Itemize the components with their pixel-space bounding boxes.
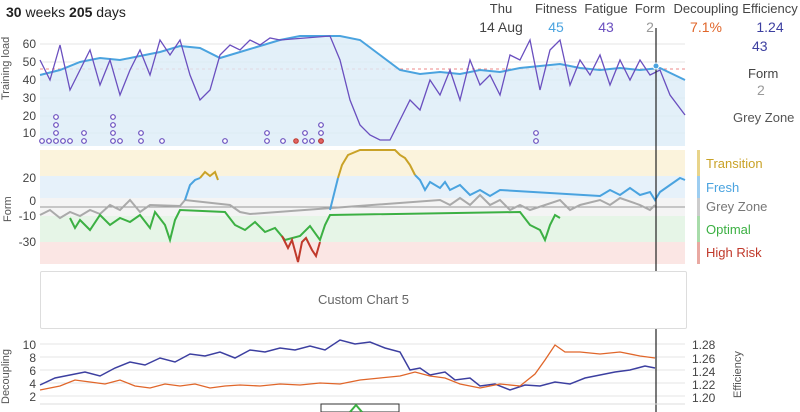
- efficiency-column: Efficiency 1.24: [740, 0, 800, 36]
- date-column: Thu 14 Aug: [472, 0, 530, 36]
- form-tick-minus30: -30: [18, 235, 36, 249]
- decoupling-column: Decoupling 7.1%: [668, 0, 744, 36]
- fatigue-line: [39, 35, 686, 141]
- fitness-value: 45: [548, 19, 564, 35]
- eff-tick-128: 1.28: [692, 338, 716, 352]
- fatigue-column: Fatigue 43: [582, 0, 630, 36]
- fitness-column: Fitness 45: [532, 0, 580, 36]
- legend-transition: Transition: [706, 156, 763, 171]
- eff-tick-120: 1.20: [692, 391, 716, 405]
- side-zone-label: Grey Zone: [733, 110, 795, 125]
- form-tick-minus10: -10: [18, 209, 36, 223]
- form-tick-0: 0: [29, 194, 36, 208]
- form-column: Form 2: [632, 0, 668, 36]
- form-tick-20: 20: [22, 171, 36, 185]
- tl-tick-50: 50: [22, 55, 36, 69]
- activity-dots: [39, 114, 539, 144]
- efficiency-line: [39, 339, 656, 391]
- form-line-optimal: [69, 208, 561, 244]
- form-line-fresh: [184, 174, 686, 211]
- decoupling-line: [39, 344, 656, 391]
- range-weeks: 30: [6, 4, 22, 20]
- legend-bar-grey: [697, 198, 700, 216]
- range-days: 205: [69, 4, 93, 20]
- form-line-highrisk: [281, 235, 321, 263]
- eff-tick-122: 1.22: [692, 378, 716, 392]
- date-label: 14 Aug: [479, 19, 523, 35]
- training-load-chart[interactable]: [39, 35, 686, 146]
- zone-optimal-band: [40, 216, 685, 242]
- dec-gridlines: [40, 343, 685, 397]
- eff-tick-124: 1.24: [692, 365, 716, 379]
- dec-tick-4: 4: [29, 377, 36, 391]
- activity-dot-red-1: [293, 138, 299, 144]
- activity-dot-red-2: [318, 138, 324, 144]
- dec-tick-6: 6: [29, 364, 36, 378]
- eff-tick-126: 1.26: [692, 352, 716, 366]
- legend-optimal: Optimal: [706, 222, 751, 237]
- legend-bar-transition: [697, 150, 700, 176]
- range-weeks-unit: weeks: [25, 4, 66, 20]
- form-line-transition: [199, 149, 416, 181]
- date-range: 30 weeks 205 days: [6, 4, 126, 20]
- side-fatigue-value: 43: [752, 38, 768, 54]
- legend-bar-highrisk: [697, 242, 700, 264]
- fatigue-label: Fatigue: [584, 1, 628, 16]
- decoupling-label: Decoupling: [673, 1, 739, 16]
- decoupling-chart[interactable]: [39, 339, 685, 397]
- custom-chart-label: Custom Chart 5: [317, 292, 410, 307]
- range-days-unit: days: [96, 4, 126, 20]
- fitness-area: [40, 36, 685, 146]
- form-value: 2: [646, 19, 654, 35]
- efficiency-label: Efficiency: [742, 1, 798, 16]
- form-chart[interactable]: [39, 149, 686, 264]
- side-form-label: Form: [748, 66, 779, 81]
- fatigue-value: 43: [598, 19, 614, 35]
- tl-tick-60: 60: [22, 37, 36, 51]
- zone-transition-band: [40, 150, 685, 176]
- form-line-grey: [39, 193, 656, 220]
- legend-bar-optimal: [697, 216, 700, 242]
- efficiency-value: 1.24: [756, 19, 784, 35]
- tl-tick-20: 20: [22, 109, 36, 123]
- form-label: Form: [634, 1, 666, 16]
- day-label: Thu: [489, 1, 513, 16]
- decoupling-value: 7.1%: [690, 19, 722, 35]
- legend-high-risk: High Risk: [706, 245, 762, 260]
- tl-tick-30: 30: [22, 91, 36, 105]
- custom-chart-5[interactable]: Custom Chart 5: [40, 271, 687, 329]
- fitness-label: Fitness: [535, 1, 577, 16]
- dec-tick-10: 10: [22, 338, 36, 352]
- bottom-panel-partial: [40, 403, 685, 412]
- legend-bar-fresh: [697, 176, 700, 198]
- legend-grey-zone: Grey Zone: [706, 199, 768, 214]
- zone-highrisk-band: [40, 242, 685, 264]
- tl-tick-10: 10: [22, 126, 36, 140]
- side-form-value: 2: [757, 82, 765, 98]
- dec-tick-2: 2: [29, 390, 36, 404]
- zone-fresh-band: [40, 176, 685, 198]
- tl-tick-40: 40: [22, 73, 36, 87]
- dec-tick-8: 8: [29, 351, 36, 365]
- legend-fresh: Fresh: [706, 180, 740, 195]
- cursor-marker: [652, 62, 660, 70]
